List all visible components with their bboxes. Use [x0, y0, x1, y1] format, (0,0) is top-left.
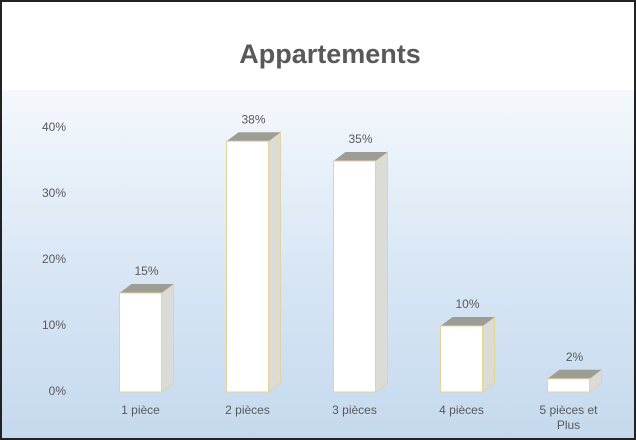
- value-label: 38%: [241, 112, 265, 126]
- x-tick-label: 5 pièces et Plus: [534, 403, 604, 433]
- bar: [120, 293, 162, 392]
- bar: [334, 161, 376, 392]
- bar: [548, 379, 590, 392]
- value-label: 15%: [134, 264, 158, 278]
- y-tick-label: 0%: [49, 384, 67, 398]
- bar-side: [162, 284, 174, 392]
- x-tick-label: 4 pièces: [417, 403, 507, 418]
- value-label: 35%: [348, 132, 372, 146]
- bar-side: [376, 152, 388, 392]
- bar: [441, 326, 483, 392]
- plot-background: [2, 90, 634, 438]
- value-label: 10%: [455, 297, 479, 311]
- x-tick-label: 1 pièce: [96, 403, 186, 418]
- bar-side: [269, 132, 281, 392]
- y-tick-label: 20%: [42, 252, 66, 266]
- bar: [227, 141, 269, 392]
- y-tick-label: 40%: [42, 120, 66, 134]
- chart-title: Appartements: [239, 39, 421, 69]
- x-tick-label: 3 pièces: [310, 403, 400, 418]
- chart-area: Appartements 0% 10% 20% 30% 40% 15% 38% 35% 10% 2…: [0, 0, 636, 440]
- value-label: 2%: [566, 350, 584, 364]
- y-tick-label: 30%: [42, 186, 66, 200]
- x-tick-label: 2 pièces: [203, 403, 293, 418]
- bar-side: [483, 317, 495, 392]
- y-tick-label: 10%: [42, 318, 66, 332]
- chart: Appartements 0% 10% 20% 30% 40% 15% 38% 35% 10% 2…: [0, 0, 636, 440]
